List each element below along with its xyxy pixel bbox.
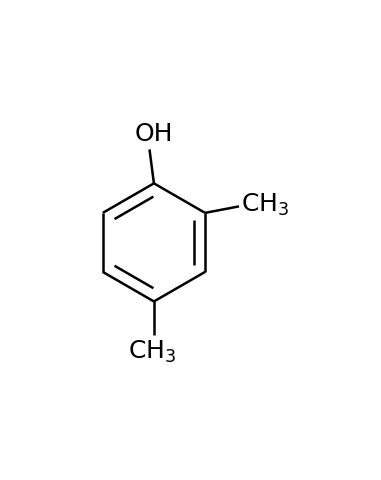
Text: CH$_3$: CH$_3$ [242, 192, 290, 218]
Text: OH: OH [134, 122, 173, 146]
Text: CH$_3$: CH$_3$ [128, 339, 176, 365]
